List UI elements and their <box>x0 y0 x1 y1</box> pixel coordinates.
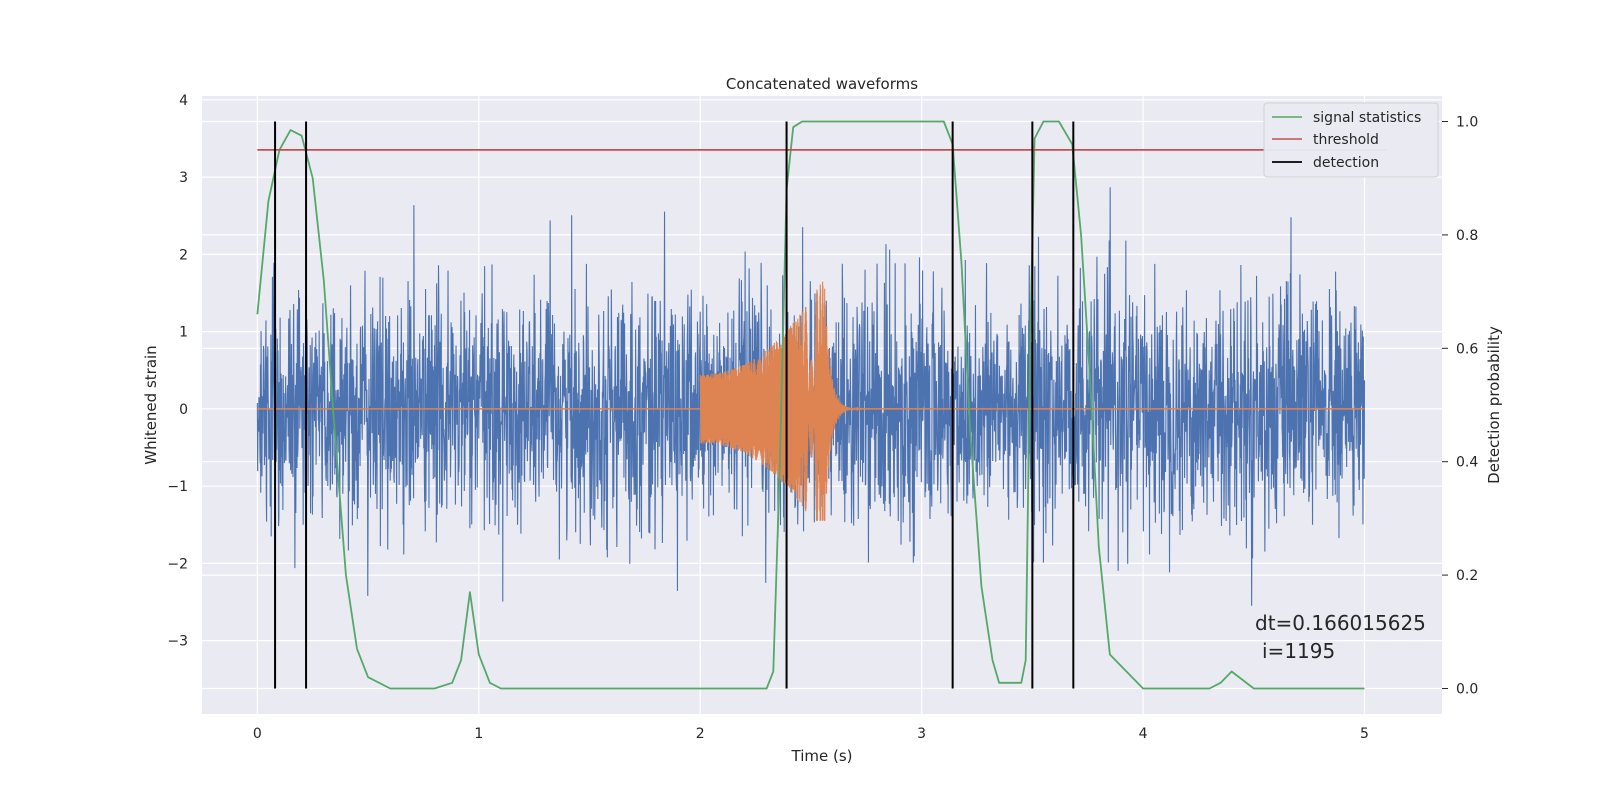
legend-label-detection: detection <box>1313 155 1379 171</box>
annotation-i: i=1195 <box>1262 639 1335 663</box>
y-tick-label: 4 <box>179 93 188 109</box>
tick-labels: 0 1 2 3 4 5 −3 −2 −1 0 1 2 3 4 0.0 0.2 0.4 0.6 0.8 1.0 <box>167 93 1478 742</box>
x-tick-label: 2 <box>696 726 705 742</box>
y-tick-label: −1 <box>167 479 188 495</box>
legend-label-signal-statistics: signal statistics <box>1313 110 1421 126</box>
x-tick-label: 0 <box>253 726 262 742</box>
y-tick-label: 2 <box>179 247 188 263</box>
y2-tick-label: 0.2 <box>1456 568 1478 584</box>
legend-box <box>1263 102 1439 178</box>
y2-tick-label: 1.0 <box>1456 115 1478 131</box>
signal-statistics-line <box>256 120 1365 690</box>
y-tick-label: 0 <box>179 402 188 418</box>
legend: signal statistics threshold detection <box>1263 102 1439 178</box>
y2-tick-label: 0.6 <box>1456 341 1478 357</box>
y2-tick-label: 0.8 <box>1456 228 1478 244</box>
x-tick-label: 4 <box>1139 726 1148 742</box>
x-tick-label: 5 <box>1360 726 1369 742</box>
y-tick-label: 1 <box>179 325 188 341</box>
y-tick-label: −2 <box>167 556 188 572</box>
injected-waveform-series <box>257 281 1365 521</box>
x-axis-label: Time (s) <box>791 747 853 765</box>
x-tick-label: 1 <box>474 726 483 742</box>
detection-series <box>256 120 1387 690</box>
y2-tick-label: 0.0 <box>1456 681 1478 697</box>
legend-label-threshold: threshold <box>1313 132 1379 148</box>
y2-tick-label: 0.4 <box>1456 455 1478 471</box>
waveform-line <box>699 281 922 521</box>
chart-title: Concatenated waveforms <box>726 75 918 93</box>
y2-axis-label: Detection probability <box>1485 326 1503 484</box>
x-tick-label: 3 <box>917 726 926 742</box>
annotation-dt: dt=0.166015625 <box>1255 611 1426 635</box>
y-tick-label: −3 <box>167 634 188 650</box>
y-tick-label: 3 <box>179 170 188 186</box>
y-axis-label: Whitened strain <box>142 345 160 464</box>
